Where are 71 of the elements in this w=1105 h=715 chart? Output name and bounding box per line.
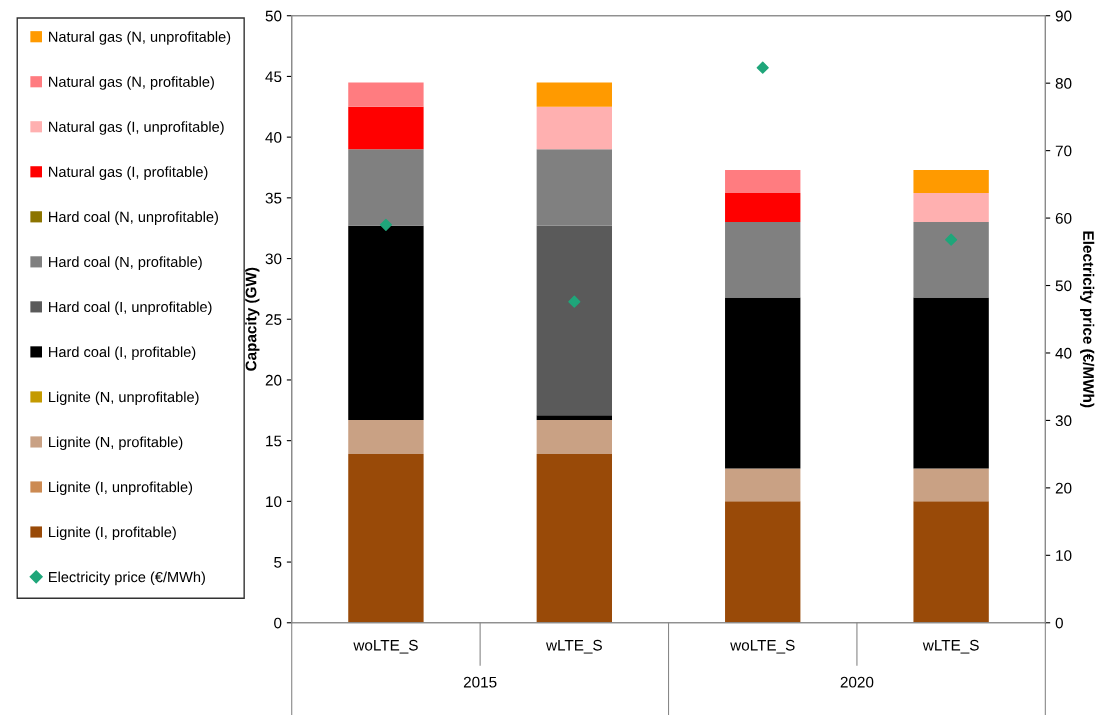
bar <box>913 468 989 502</box>
x-tick-label: woLTE_S <box>353 639 418 654</box>
x-tick-label: wLTE_S <box>922 639 979 654</box>
y-tick-label: 20 <box>265 374 282 386</box>
legend-label: Lignite (I, profitable) <box>49 526 176 541</box>
legend-label: Natural gas (I, unprofitable) <box>49 121 224 135</box>
y2-tick-label: 10 <box>1056 550 1072 561</box>
bar <box>348 225 424 421</box>
bar <box>913 169 989 193</box>
bar <box>348 454 424 623</box>
bar <box>536 225 612 416</box>
legend-label: Lignite (I, unprofitable) <box>49 481 193 496</box>
point <box>379 218 392 231</box>
bar <box>725 468 801 502</box>
legend-label: Hard coal (I, unprofitable) <box>49 301 212 315</box>
bar <box>536 415 612 421</box>
legend-label: Hard coal (I, profitable) <box>49 346 196 360</box>
bar <box>348 106 424 150</box>
point <box>756 61 769 74</box>
x-tick-label: woLTE_S <box>730 639 795 654</box>
y2-tick-label: 70 <box>1055 145 1072 157</box>
bar <box>725 192 801 223</box>
legend-label: Natural gas (N, profitable) <box>49 76 214 90</box>
bar <box>348 420 424 455</box>
y2-tick-label: 30 <box>1055 415 1072 427</box>
bar <box>725 501 801 623</box>
y2-tick-label: 90 <box>1055 10 1072 22</box>
y-tick-label: 40 <box>265 132 282 143</box>
y2-tick-label: 60 <box>1055 212 1072 224</box>
y-tick-label: 25 <box>265 314 282 325</box>
legend-label: Lignite (N, unprofitable) <box>49 391 199 406</box>
y-tick-label: 0 <box>274 617 282 629</box>
text: 2020 <box>840 676 874 688</box>
bar <box>536 106 612 150</box>
bar <box>536 149 612 226</box>
y-axis-title: Capacity (GW) <box>245 267 260 371</box>
bar <box>913 297 989 469</box>
bar <box>913 501 989 623</box>
bar <box>913 192 989 223</box>
bar <box>348 82 424 107</box>
legend-label: Hard coal (N, unprofitable) <box>49 211 218 225</box>
y-tick-label: 5 <box>274 557 282 568</box>
bar <box>348 149 424 226</box>
bar <box>725 297 801 469</box>
y-tick-label: 10 <box>266 496 282 508</box>
text: 2015 <box>463 676 497 688</box>
y-tick-label: 45 <box>265 71 282 83</box>
y-tick-label: 15 <box>266 435 282 447</box>
legend-label: Natural gas (N, unprofitable) <box>49 31 231 45</box>
legend-label: Lignite (N, profitable) <box>49 436 183 451</box>
y2-tick-label: 20 <box>1055 482 1072 494</box>
bar <box>913 222 989 298</box>
legend-label: Hard coal (N, profitable) <box>49 256 202 270</box>
bar <box>536 420 612 455</box>
y2-tick-label: 50 <box>1055 280 1072 292</box>
y2-tick-label: 80 <box>1055 78 1072 89</box>
bar <box>536 82 612 107</box>
legend-label: Electricity price (€/MWh) <box>49 571 205 586</box>
y2-tick-label: 40 <box>1055 347 1072 359</box>
point <box>945 233 958 246</box>
x-tick-label: wLTE_S <box>546 639 602 654</box>
bar <box>725 169 801 193</box>
y-tick-label: 35 <box>265 192 282 204</box>
y-tick-label: 50 <box>265 10 282 22</box>
y-tick-label: 30 <box>265 253 282 265</box>
y2-axis-title: Electricity price (€/MWh) <box>1080 231 1095 408</box>
y2-tick-label: 0 <box>1055 617 1063 629</box>
bar <box>536 454 612 623</box>
legend-label: Natural gas (I, profitable) <box>49 166 208 180</box>
point <box>568 295 581 308</box>
bar <box>725 222 801 298</box>
